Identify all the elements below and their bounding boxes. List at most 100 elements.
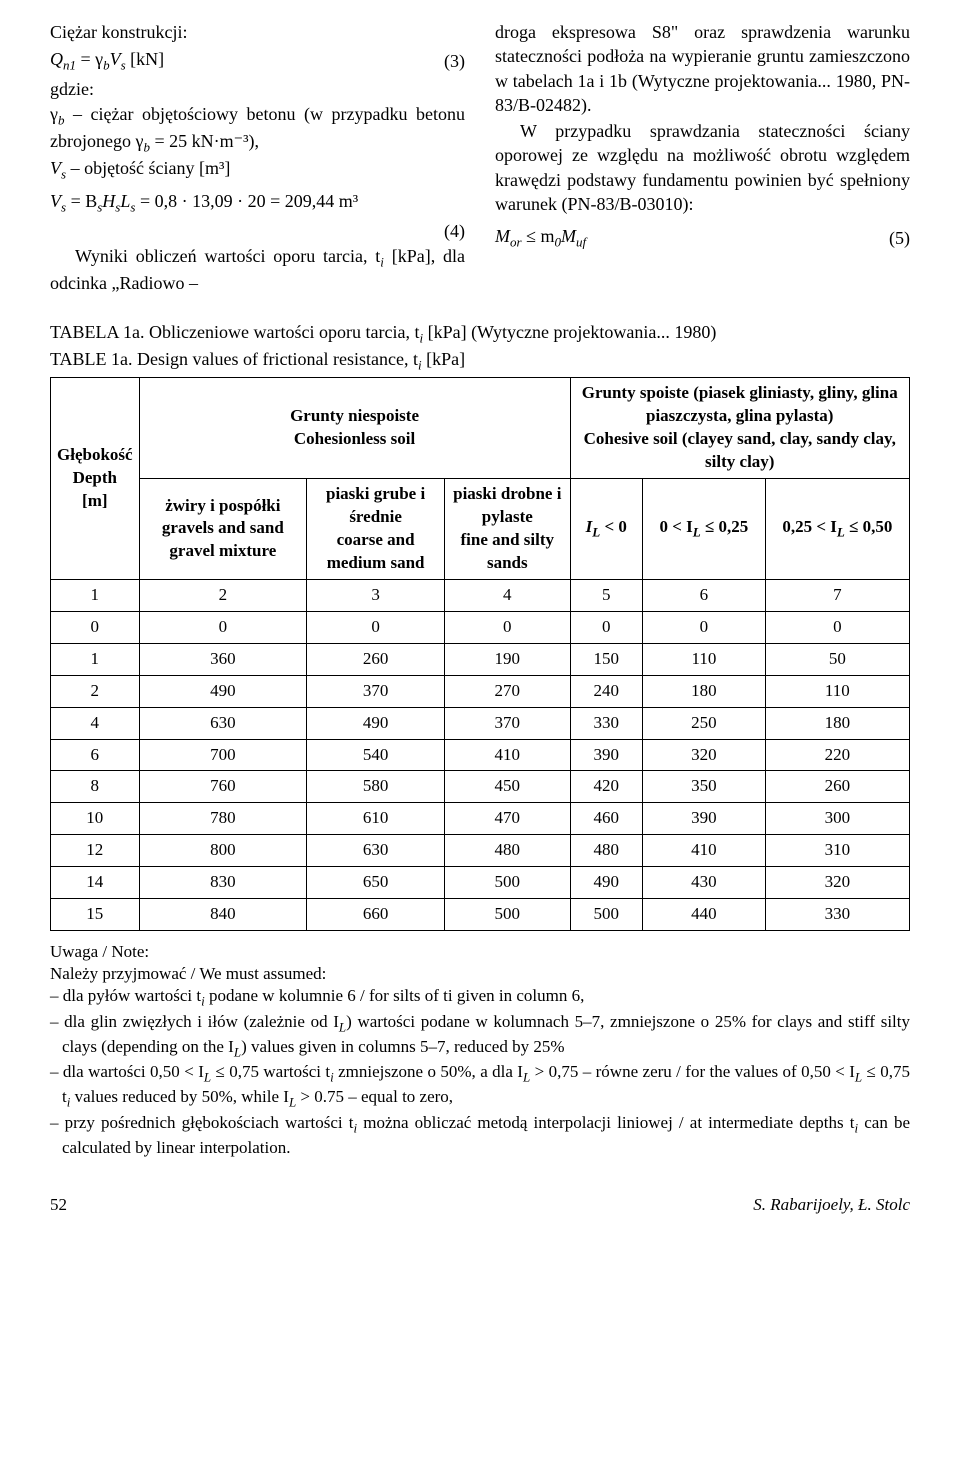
two-column-layout: Ciężar konstrukcji: Qn1 = γbVs [kN] (3) …: [50, 20, 910, 295]
eq3-end: [kN]: [126, 49, 165, 69]
table-cell: 330: [765, 899, 909, 931]
n3-sub: L: [204, 1070, 211, 1085]
table-cell: 430: [643, 867, 766, 899]
table-cell: 320: [643, 739, 766, 771]
eq5-num: (5): [889, 226, 910, 250]
table-caption: TABELA 1a. Obliczeniowe wartości oporu t…: [50, 320, 910, 374]
table-cell: 190: [445, 643, 570, 675]
col-il3-header: 0,25 < IL ≤ 0,50: [765, 479, 909, 580]
n4b: można obliczać metodą interpolacji linio…: [357, 1113, 854, 1132]
data-table: Głębokość Depth [m] Grunty niespoiste Co…: [50, 377, 910, 931]
ciezar-label: Ciężar konstrukcji:: [50, 20, 465, 44]
table-cell: 4: [51, 707, 140, 739]
table-cell: 630: [307, 835, 445, 867]
eq4-numline: (4): [50, 219, 465, 243]
table-cell: 2: [51, 675, 140, 707]
table-row: 12800630480480410310: [51, 835, 910, 867]
table-row: 1234567: [51, 579, 910, 611]
il2-sub: L: [693, 525, 701, 540]
eq5-mid2: M: [561, 226, 576, 246]
table-cell: 14: [51, 867, 140, 899]
il3-pre: 0,25 < I: [782, 517, 837, 536]
table-cell: 500: [570, 899, 643, 931]
eq4-end: = 0,8 · 13,09 · 20 = 209,44 m³: [135, 191, 358, 211]
left-column: Ciężar konstrukcji: Qn1 = γbVs [kN] (3) …: [50, 20, 465, 295]
table-row: 10780610470460390300: [51, 803, 910, 835]
right-para2: W przypadku sprawdzania stateczności ści…: [495, 119, 910, 216]
table-cell: 800: [139, 835, 307, 867]
table-cell: 500: [445, 899, 570, 931]
page-number: 52: [50, 1194, 67, 1217]
table-cell: 350: [643, 771, 766, 803]
table-cell: 0: [307, 611, 445, 643]
note-2: – dla glin zwięzłych i iłów (zależnie od…: [62, 1011, 910, 1062]
table-cell: 0: [765, 611, 909, 643]
vs-var: V: [50, 158, 61, 178]
eq3-sub: n1: [63, 58, 76, 73]
n3b: ≤ 0,75 wartości t: [211, 1062, 330, 1081]
table-cell: 260: [307, 643, 445, 675]
table-cell: 110: [643, 643, 766, 675]
table-row: 136026019015011050: [51, 643, 910, 675]
table-cell: 0: [570, 611, 643, 643]
col-zwiry-header: żwiry i pospółki gravels and sand gravel…: [139, 479, 307, 580]
table-cell: 630: [139, 707, 307, 739]
eq4-mid3: L: [120, 191, 130, 211]
table-cell: 2: [139, 579, 307, 611]
gamma-var: γ: [50, 104, 58, 124]
vs-rest: – objętość ściany [m³]: [66, 158, 230, 178]
n3c: zmniejszone o 50%, a dla I: [334, 1062, 523, 1081]
table-cell: 5: [570, 579, 643, 611]
equation-5: Mor ≤ m0Muf (5): [495, 224, 910, 251]
table-row: 2490370270240180110: [51, 675, 910, 707]
right-column: droga ekspresowa S8" oraz sprawdzenia wa…: [495, 20, 910, 295]
col-grube-header: piaski grube i średnie coarse and medium…: [307, 479, 445, 580]
table-cell: 0: [139, 611, 307, 643]
note-4: – przy pośrednich głębokościach wartości…: [62, 1112, 910, 1159]
n3f: values reduced by 50%, while I: [70, 1087, 289, 1106]
table-cell: 1: [51, 643, 140, 675]
table-cell: 370: [307, 675, 445, 707]
gamma-rest2: = 25 kN·m⁻³),: [150, 131, 259, 151]
n2-sub2: L: [234, 1044, 241, 1059]
table-cell: 460: [570, 803, 643, 835]
footer-authors: S. Rabarijoely, Ł. Stolc: [753, 1194, 910, 1217]
table-cell: 780: [139, 803, 307, 835]
table-cell: 830: [139, 867, 307, 899]
notes-intro: Należy przyjmować / We must assumed:: [50, 963, 910, 985]
table-cell: 310: [765, 835, 909, 867]
caption-1a-rest: [kPa] (Wytyczne projektowania... 1980): [423, 322, 716, 342]
table-cell: 300: [765, 803, 909, 835]
table-cell: 480: [570, 835, 643, 867]
col-drobne-header: piaski drobne i pylaste fine and silty s…: [445, 479, 570, 580]
notes-title: Uwaga / Note:: [50, 941, 910, 963]
table-cell: 580: [307, 771, 445, 803]
eq5-sub3: uf: [576, 235, 586, 250]
eq3-var: Q: [50, 49, 63, 69]
table-cell: 540: [307, 739, 445, 771]
table-cell: 410: [643, 835, 766, 867]
il2-pre: 0 < I: [659, 517, 692, 536]
n2c: ) values given in columns 5–7, reduced b…: [241, 1037, 564, 1056]
table-cell: 760: [139, 771, 307, 803]
table-cell: 390: [643, 803, 766, 835]
page-footer: 52 S. Rabarijoely, Ł. Stolc: [50, 1194, 910, 1217]
il3-rest: ≤ 0,50: [845, 517, 893, 536]
table-cell: 0: [643, 611, 766, 643]
table-cell: 330: [570, 707, 643, 739]
il1-rest: < 0: [600, 517, 627, 536]
table-cell: 0: [445, 611, 570, 643]
table-cell: 250: [643, 707, 766, 739]
n1b: podane w kolumnie 6 / for silts of ti gi…: [205, 986, 585, 1005]
table-cell: 50: [765, 643, 909, 675]
table-cell: 110: [765, 675, 909, 707]
eq3-mid2: V: [110, 49, 121, 69]
table-cell: 660: [307, 899, 445, 931]
table-cell: 320: [765, 867, 909, 899]
table-cell: 610: [307, 803, 445, 835]
table-cell: 410: [445, 739, 570, 771]
table-cell: 4: [445, 579, 570, 611]
n1a: – dla pyłów wartości t: [50, 986, 201, 1005]
il3-sub: L: [837, 525, 845, 540]
n3a: – dla wartości 0,50 < I: [50, 1062, 204, 1081]
